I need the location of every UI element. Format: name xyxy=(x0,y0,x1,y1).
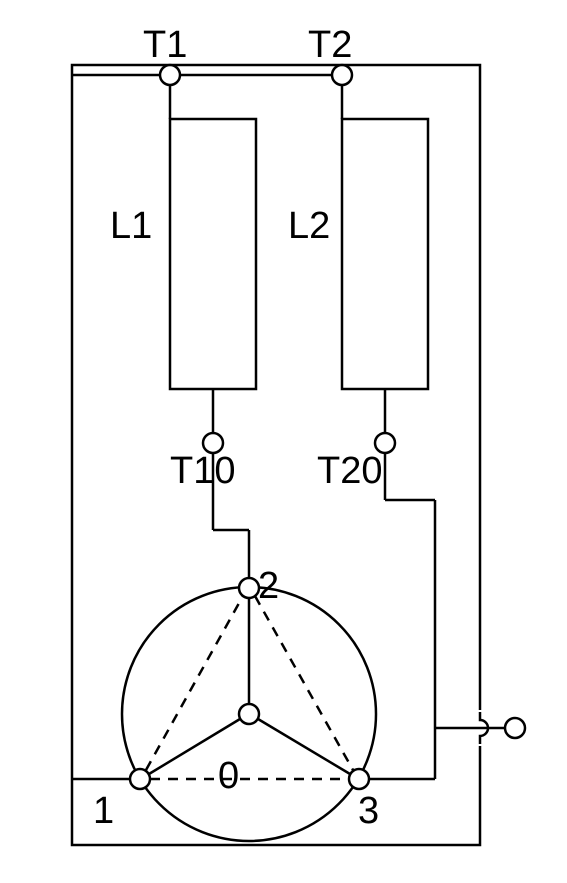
node-t2 xyxy=(332,65,352,85)
label-n0: 0 xyxy=(218,755,239,798)
label-t2: T2 xyxy=(308,24,352,67)
label-t10: T10 xyxy=(170,450,235,493)
label-l1: L1 xyxy=(110,205,152,248)
l2-rect xyxy=(342,119,428,389)
label-n3: 3 xyxy=(358,790,379,833)
node-ext xyxy=(505,718,525,738)
node-t1 xyxy=(160,65,180,85)
node-c0 xyxy=(239,704,259,724)
circuit-diagram: T1 T2 L1 L2 T10 T20 0 1 2 3 xyxy=(0,0,567,883)
frame-rect xyxy=(72,65,480,845)
label-t1: T1 xyxy=(143,24,187,67)
node-c3 xyxy=(349,769,369,789)
diagram-svg xyxy=(0,0,567,883)
label-t20: T20 xyxy=(317,450,382,493)
label-n1: 1 xyxy=(93,790,114,833)
l1-rect xyxy=(170,119,256,389)
node-c2 xyxy=(239,578,259,598)
label-n2: 2 xyxy=(258,565,279,608)
label-l2: L2 xyxy=(288,205,330,248)
y-0-3 xyxy=(258,719,350,774)
node-c1 xyxy=(130,769,150,789)
